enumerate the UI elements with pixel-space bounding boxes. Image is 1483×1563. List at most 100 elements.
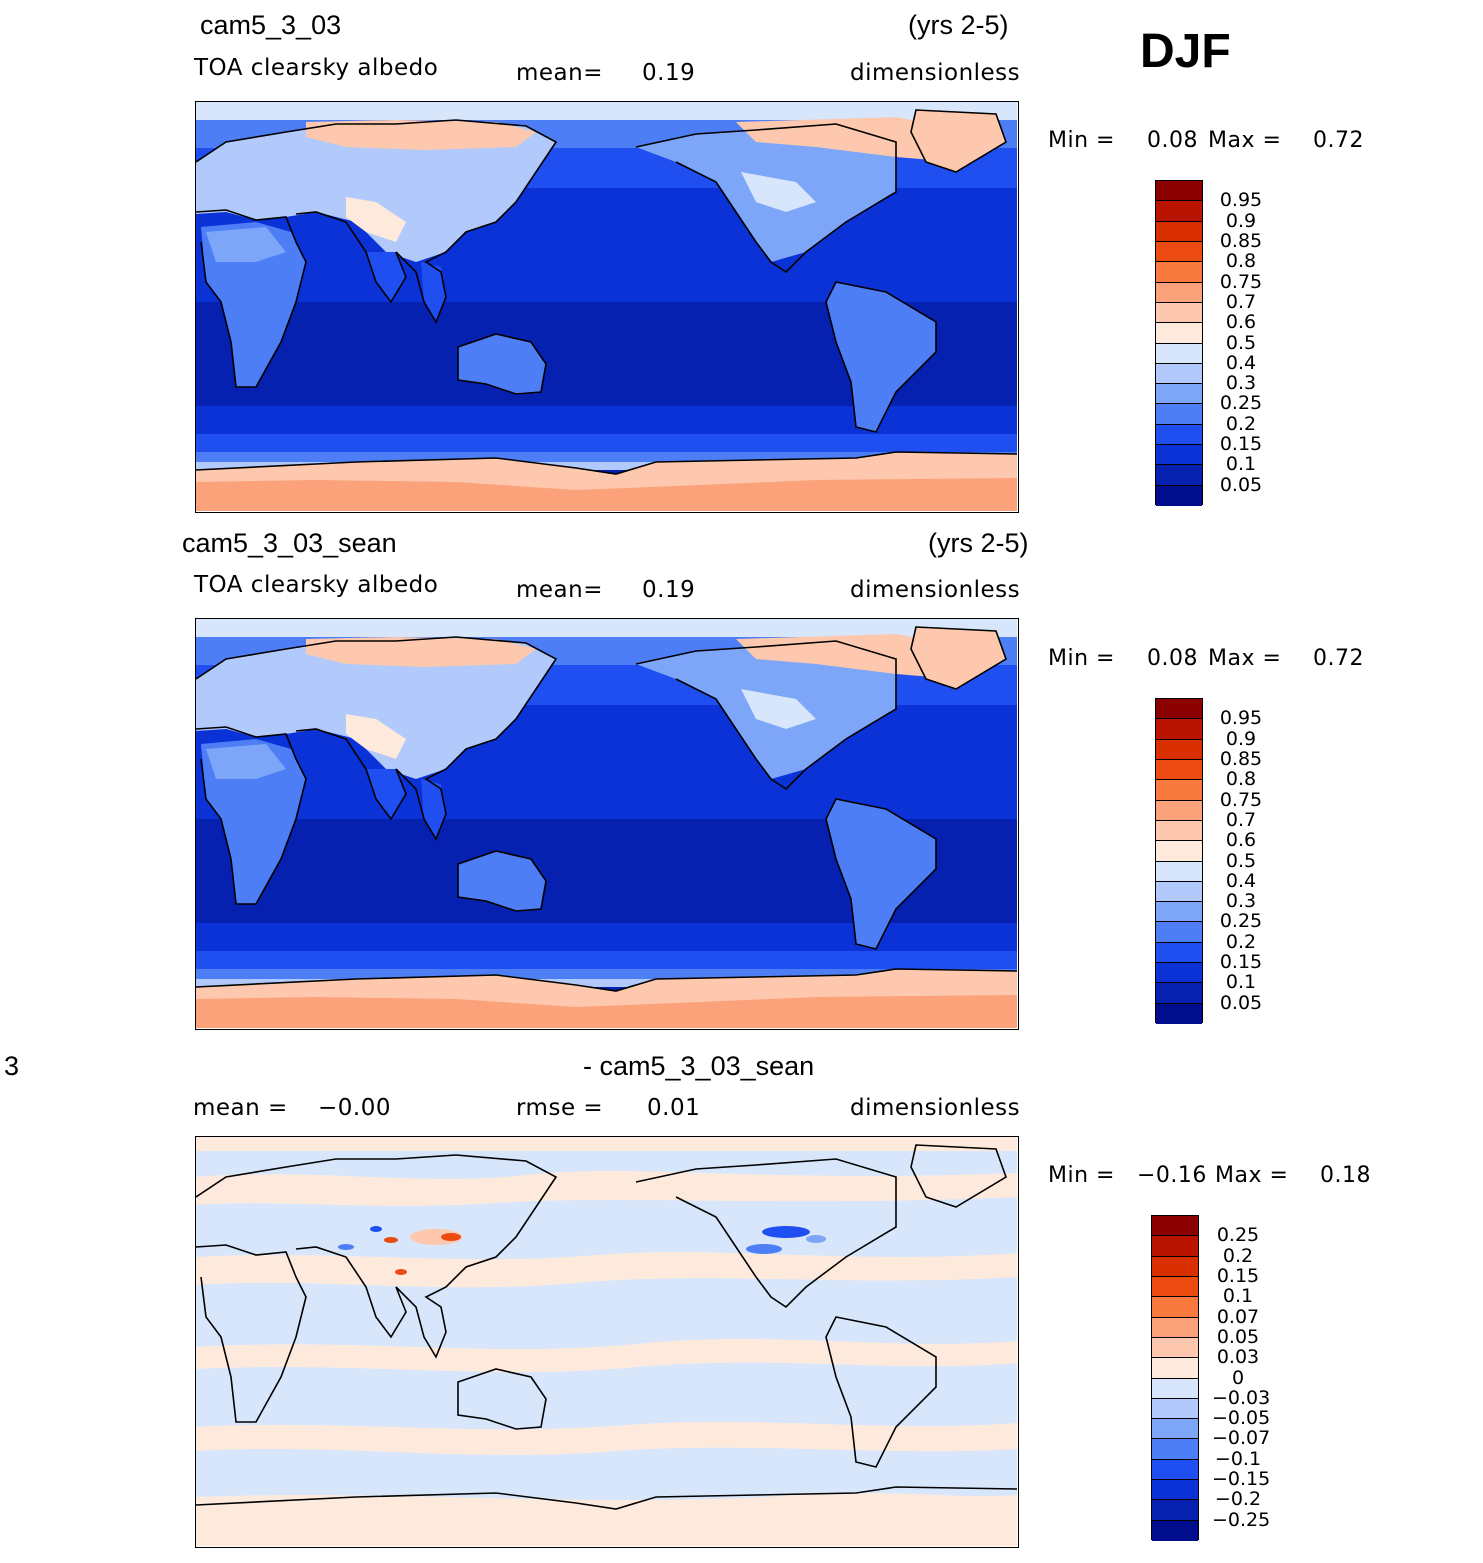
colorbar-tick-label: 0.95 <box>1219 189 1263 212</box>
colorbar-tick-label: 0.25 <box>1216 1224 1260 1247</box>
colorbar-tick-label: 0.8 <box>1225 768 1257 791</box>
colorbar-tick-label: 0.1 <box>1225 971 1257 994</box>
colorbar-tick-label: −0.1 <box>1214 1447 1262 1470</box>
panel1-years: (yrs 2-5) <box>908 10 1009 40</box>
colorbar-tick-label: 0.75 <box>1219 270 1263 293</box>
colorbar-tick-label: 0.95 <box>1219 707 1263 730</box>
colorbar-box <box>1156 323 1202 344</box>
colorbar-box <box>1152 1378 1198 1399</box>
colorbar-box <box>1156 780 1202 801</box>
colorbar-box <box>1152 1297 1198 1318</box>
colorbar-box <box>1156 241 1202 263</box>
panel3-rmse-value: 0.01 <box>647 1095 701 1121</box>
colorbar-box <box>1156 902 1202 923</box>
colorbar-box <box>1156 384 1202 405</box>
panel3-case-title: - cam5_3_03_sean <box>583 1051 815 1081</box>
colorbar-box <box>1152 1216 1198 1237</box>
colorbar-tick-label: 0.7 <box>1225 808 1257 831</box>
colorbar-tick-label: 0.4 <box>1225 869 1257 892</box>
colorbar-tick-label: −0.03 <box>1212 1386 1271 1409</box>
colorbar-tick-label: 0.8 <box>1225 250 1257 273</box>
colorbar-box <box>1156 983 1202 1004</box>
panel2-case-title: cam5_3_03_sean <box>182 528 397 558</box>
colorbar-box <box>1152 1317 1198 1338</box>
colorbar-tick-label: 0.05 <box>1219 991 1263 1014</box>
panel1-map <box>195 101 1019 513</box>
panel2-max-label: Max = <box>1208 646 1282 671</box>
colorbar-box <box>1156 221 1202 242</box>
panel1-min-label: Min = <box>1048 128 1115 153</box>
colorbar-tick-label: −0.25 <box>1212 1508 1271 1531</box>
panel1-mean-value: 0.19 <box>642 60 696 86</box>
colorbar-tick-label: −0.2 <box>1214 1488 1262 1511</box>
panel1-min-value: 0.08 <box>1147 128 1198 153</box>
panel1-units: dimensionless <box>850 60 1021 86</box>
colorbar-box <box>1156 841 1202 862</box>
colorbar-tick-label: 0.2 <box>1225 412 1257 435</box>
colorbar-tick-label: 0.15 <box>1216 1264 1260 1287</box>
panel1-max-label: Max = <box>1208 128 1282 153</box>
colorbar-tick-label: 0.9 <box>1225 209 1257 232</box>
colorbar-box <box>1156 262 1202 283</box>
colorbar-box <box>1156 963 1202 984</box>
panel3-units: dimensionless <box>850 1095 1021 1121</box>
colorbar-box <box>1156 759 1202 781</box>
colorbar-box <box>1156 861 1202 882</box>
colorbar-tick-label: −0.07 <box>1212 1427 1271 1450</box>
panel3-max-value: 0.18 <box>1320 1163 1371 1188</box>
colorbar-tick-label: 0.5 <box>1225 849 1257 872</box>
colorbar-tick-label: 0.6 <box>1225 311 1257 334</box>
colorbar-tick-label: 0.03 <box>1216 1346 1260 1369</box>
colorbar-tick-label: 0.85 <box>1219 747 1263 770</box>
panel2-colorbar <box>1155 698 1203 1024</box>
colorbar-box <box>1152 1459 1198 1481</box>
panel3-min-label: Min = <box>1048 1163 1115 1188</box>
colorbar-box <box>1156 282 1202 303</box>
colorbar-box <box>1152 1439 1198 1460</box>
colorbar-box <box>1152 1419 1198 1440</box>
colorbar-box <box>1156 465 1202 486</box>
colorbar-tick-label: 0.1 <box>1225 453 1257 476</box>
panel3-min-value: −0.16 <box>1137 1163 1207 1188</box>
colorbar-box <box>1152 1337 1198 1359</box>
colorbar-tick-label: 0.2 <box>1225 930 1257 953</box>
colorbar-box <box>1152 1276 1198 1298</box>
colorbar-tick-label: 0.1 <box>1222 1285 1254 1308</box>
panel3-mean-value: −0.00 <box>318 1095 391 1121</box>
colorbar-box <box>1156 445 1202 466</box>
panel1-case-title: cam5_3_03 <box>200 10 342 40</box>
panel3-colorbar <box>1151 1215 1199 1541</box>
colorbar-tick-label: 0.6 <box>1225 829 1257 852</box>
panel1-variable: TOA clearsky albedo <box>194 55 439 81</box>
colorbar-tick-label: 0.25 <box>1219 910 1263 933</box>
colorbar-box <box>1152 1480 1198 1501</box>
colorbar-tick-label: 0.07 <box>1216 1305 1260 1328</box>
panel1-max-value: 0.72 <box>1313 128 1364 153</box>
colorbar-tick-label: 0.2 <box>1222 1244 1254 1267</box>
panel3-rmse-label: rmse = <box>516 1095 604 1121</box>
panel1-mean-label: mean= <box>516 60 603 86</box>
colorbar-box <box>1156 881 1202 903</box>
colorbar-tick-label: −0.05 <box>1212 1407 1271 1430</box>
colorbar-box <box>1156 942 1202 964</box>
colorbar-box <box>1156 363 1202 385</box>
colorbar-box <box>1152 1358 1198 1379</box>
colorbar-tick-label: 0.75 <box>1219 788 1263 811</box>
colorbar-box <box>1156 820 1202 842</box>
season-label: DJF <box>1140 25 1231 78</box>
colorbar-tick-label: 0.9 <box>1225 727 1257 750</box>
colorbar-box <box>1156 404 1202 425</box>
panel2-mean-value: 0.19 <box>642 577 696 603</box>
colorbar-tick-label: −0.15 <box>1212 1468 1271 1491</box>
colorbar-box <box>1152 1520 1198 1541</box>
colorbar-tick-label: 0.25 <box>1219 392 1263 415</box>
panel2-years: (yrs 2-5) <box>928 528 1029 558</box>
colorbar-box <box>1156 699 1202 720</box>
colorbar-box <box>1156 485 1202 506</box>
colorbar-tick-label: 0.4 <box>1225 351 1257 374</box>
colorbar-tick-label: 0.7 <box>1225 290 1257 313</box>
colorbar-tick-label: 0.05 <box>1219 473 1263 496</box>
colorbar-box <box>1152 1256 1198 1277</box>
colorbar-tick-label: 0.5 <box>1225 331 1257 354</box>
colorbar-tick-label: 0.3 <box>1225 372 1257 395</box>
